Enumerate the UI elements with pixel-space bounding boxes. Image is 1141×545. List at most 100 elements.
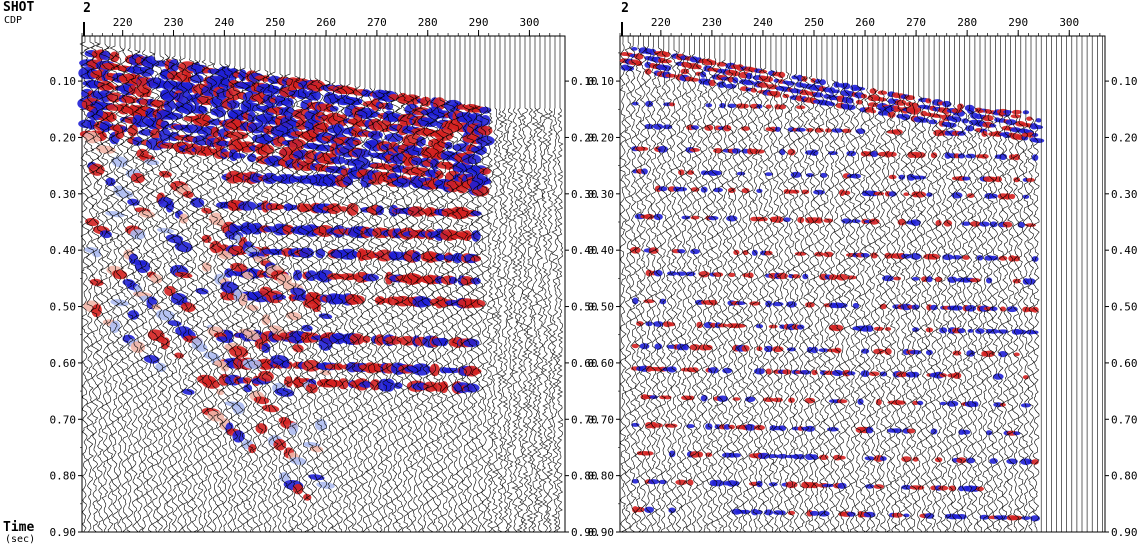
seismic-trace: [364, 36, 375, 533]
amplitude-wavelet: [891, 428, 903, 434]
amplitude-wavelet: [961, 429, 971, 435]
amplitude-wavelet: [742, 103, 749, 109]
seismic-trace: [395, 36, 406, 533]
seismic-trace: [869, 36, 877, 533]
amplitude-wavelet: [888, 151, 897, 157]
amplitude-wavelet: [1025, 278, 1036, 285]
amplitude-wavelet: [754, 368, 765, 375]
amplitude-wavelet: [463, 383, 480, 393]
seismic-trace: [134, 36, 146, 533]
amplitude-wavelet: [255, 423, 268, 434]
seismic-trace: [925, 36, 933, 533]
seismic-trace: [299, 36, 310, 533]
time-tick-label: 0.90: [588, 526, 615, 539]
amplitude-wavelet: [158, 128, 171, 142]
seismic-trace: [1006, 36, 1015, 532]
amplitude-wavelet: [809, 482, 820, 489]
amplitude-wavelet: [242, 271, 254, 280]
amplitude-wavelet: [966, 457, 976, 464]
amplitude-wavelet: [333, 123, 345, 136]
cdp-tick-label: 240: [214, 16, 234, 29]
amplitude-wavelet: [810, 454, 819, 460]
amplitude-wavelet: [831, 324, 844, 332]
amplitude-wavelet: [434, 128, 454, 141]
amplitude-wavelet: [736, 323, 746, 328]
seismic-trace: [79, 36, 90, 533]
amplitude-wavelet: [961, 221, 971, 226]
amplitude-wavelet: [731, 453, 741, 458]
amplitude-wavelet: [989, 221, 998, 228]
amplitude-wavelet: [887, 111, 896, 118]
amplitude-wavelet: [925, 98, 932, 104]
amplitude-wavelet: [965, 125, 975, 132]
amplitude-wavelet: [827, 427, 839, 432]
amplitude-wavelet: [713, 187, 723, 193]
seismic-trace: [339, 36, 351, 533]
amplitude-wavelet: [217, 250, 232, 260]
amplitude-wavelet: [653, 269, 663, 277]
amplitude-wavelet: [645, 100, 654, 108]
amplitude-wavelet: [316, 481, 335, 489]
amplitude-wavelet: [686, 395, 695, 401]
seismic-trace: [716, 36, 724, 533]
seismic-trace: [354, 36, 366, 533]
amplitude-wavelet: [645, 269, 653, 277]
amplitude-wavelet: [443, 180, 463, 189]
amplitude-wavelet: [689, 344, 701, 351]
seismic-trace: [85, 36, 95, 533]
amplitude-wavelet: [155, 309, 175, 321]
amplitude-wavelet: [1002, 221, 1013, 228]
amplitude-wavelet: [696, 321, 703, 329]
amplitude-wavelet: [708, 60, 717, 66]
amplitude-wavelet: [631, 478, 639, 484]
amplitude-wavelet: [925, 349, 933, 356]
seismic-trace: [99, 36, 111, 532]
seismic-trace: [164, 36, 176, 533]
seismic-trace: [129, 36, 141, 533]
amplitude-wavelet: [831, 128, 844, 133]
amplitude-wavelet: [928, 119, 938, 125]
amplitude-wavelet: [873, 348, 885, 355]
amplitude-wavelet: [797, 324, 805, 330]
amplitude-wavelet: [772, 346, 784, 353]
cdp-tick-label: 260: [855, 16, 875, 29]
amplitude-wavelet: [292, 483, 304, 495]
amplitude-wavelet: [939, 327, 948, 334]
seismic-trace: [434, 36, 446, 533]
amplitude-wavelet: [823, 218, 834, 223]
seismic-trace: [695, 36, 704, 533]
amplitude-wavelet: [962, 255, 970, 260]
seismic-trace: [894, 36, 903, 533]
amplitude-wavelet: [855, 99, 863, 105]
amplitude-wavelet: [452, 252, 463, 264]
time-axis-unit: (sec): [5, 534, 36, 545]
shot-header-label: SHOT: [3, 0, 35, 15]
seismic-trace: [899, 36, 908, 533]
amplitude-wavelet: [645, 321, 653, 327]
amplitude-wavelet: [882, 275, 894, 282]
amplitude-wavelet: [884, 348, 892, 356]
seismic-trace: [154, 36, 165, 533]
amplitude-wavelet: [985, 430, 993, 436]
amplitude-wavelet: [998, 350, 1008, 358]
cdp-tick-label: 290: [469, 16, 489, 29]
amplitude-wavelet: [469, 180, 483, 191]
seismic-trace: [204, 36, 216, 533]
amplitude-wavelet: [163, 99, 176, 112]
amplitude-wavelet: [625, 65, 635, 72]
seismic-trace: [194, 36, 205, 533]
seismic-trace: [1011, 36, 1020, 533]
amplitude-wavelet: [283, 97, 294, 107]
seismic-trace: [624, 36, 633, 533]
amplitude-wavelet: [1031, 154, 1039, 161]
amplitude-wavelet: [274, 387, 295, 397]
time-tick-label: 0.70: [50, 413, 77, 426]
amplitude-wavelet: [705, 344, 713, 351]
time-tick-label: 0.10: [50, 75, 77, 88]
seismic-trace: [945, 36, 954, 533]
amplitude-wavelet: [764, 172, 773, 177]
amplitude-wavelet: [728, 424, 735, 430]
seismic-trace: [370, 36, 381, 533]
seismic-trace: [304, 36, 316, 533]
amplitude-wavelet: [911, 276, 920, 281]
